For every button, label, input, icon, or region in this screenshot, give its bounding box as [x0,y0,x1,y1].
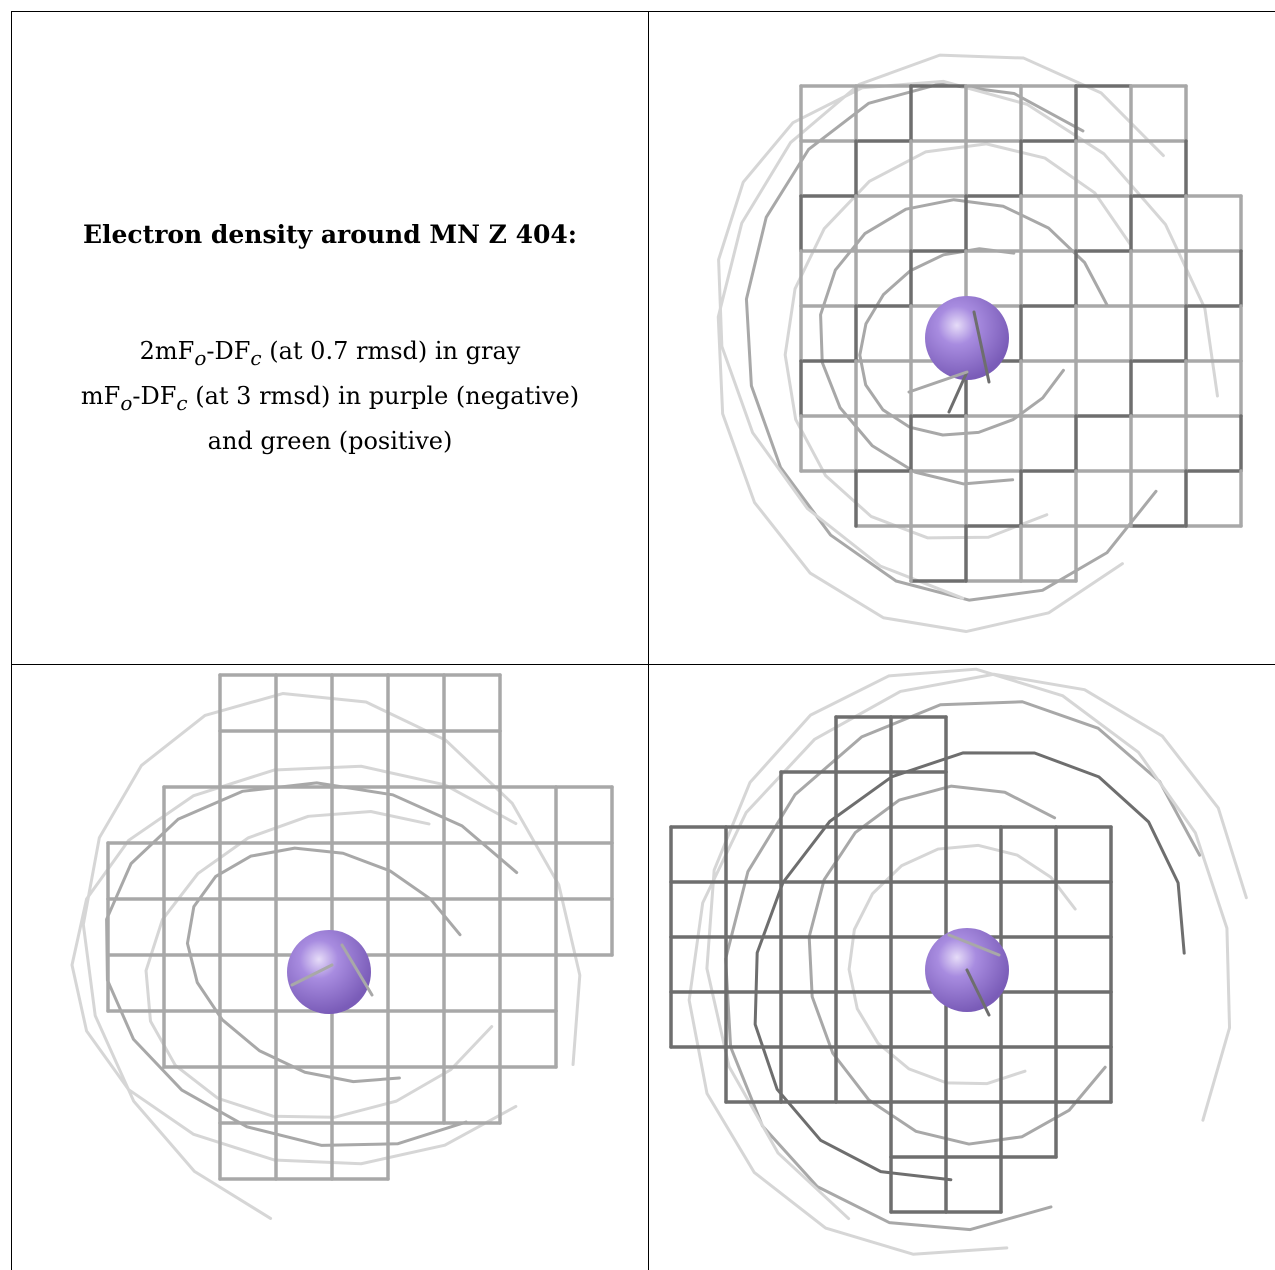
mesh-contour [185,846,462,1084]
mesh-contour [783,142,1132,540]
legend-text: -DF [206,337,251,365]
mesh-contour [847,843,1077,1086]
caption-legend: 2mFo-DFc (at 0.7 rmsd) in gray mFo-DFc (… [12,332,648,460]
density-view-bottom-left [12,665,648,1270]
mesh-contour [819,198,1110,486]
mesh-contour [717,79,1219,600]
density-mesh [716,53,1243,634]
mesh-contour [724,700,1202,1232]
legend-line-3: and green (positive) [207,426,453,455]
mesh-contour [705,667,1232,1221]
mesh-svg-top-right [716,53,1243,634]
density-mesh-front [947,933,1001,1017]
mesh-contour [687,672,1248,1256]
mesh-segment [290,963,334,987]
legend-text: mF [80,381,121,410]
density-view-bottom-right [649,665,1275,1270]
mesh-contour [858,247,1065,437]
mesh-contour [144,810,494,1119]
legend-text: -DF [132,381,177,410]
mn-atom-sphere [287,930,371,1014]
mesh-segment [907,370,969,394]
mesh-segment [972,310,991,384]
density-mesh-front [907,310,991,414]
legend-subscript: c [176,390,188,415]
caption-title: Electron density around MN Z 404: [82,220,578,249]
mesh-segment [947,370,969,414]
mesh-segment [965,968,991,1017]
legend-line-2fo: 2mFo-DFc (at 0.7 rmsd) in gray [12,332,648,377]
legend-line-fo: mFo-DFc (at 3 rmsd) in purple (negative) [12,377,648,422]
legend-subscript: o [194,345,207,370]
mesh-segment [947,933,1001,957]
mn-atom-sphere [925,296,1009,380]
density-mesh [669,667,1248,1256]
figure-frame [11,11,1275,1270]
mesh-segment [340,943,374,997]
legend-subscript: c [250,345,262,370]
mesh-svg-bottom-left [70,673,614,1220]
mesh-contour [753,751,1186,1182]
mesh-svg-bottom-right [669,667,1248,1256]
mesh-contour [807,784,1107,1146]
mesh-contour [81,692,582,1220]
density-mesh [70,673,614,1220]
cell-divider-vertical [648,11,649,1270]
legend-subscript: o [120,390,133,415]
legend-text: (at 3 rmsd) in purple (negative) [187,381,580,410]
density-view-top-right [649,12,1275,664]
density-mesh-front [290,943,374,997]
mesh-contour [744,82,1158,602]
cell-divider-horizontal [11,664,1275,665]
legend-text: 2mF [139,337,195,365]
caption-cell: Electron density around MN Z 404: 2mFo-D… [12,12,648,664]
mesh-contour [716,53,1165,634]
legend-text: (at 0.7 rmsd) in gray [261,337,521,365]
